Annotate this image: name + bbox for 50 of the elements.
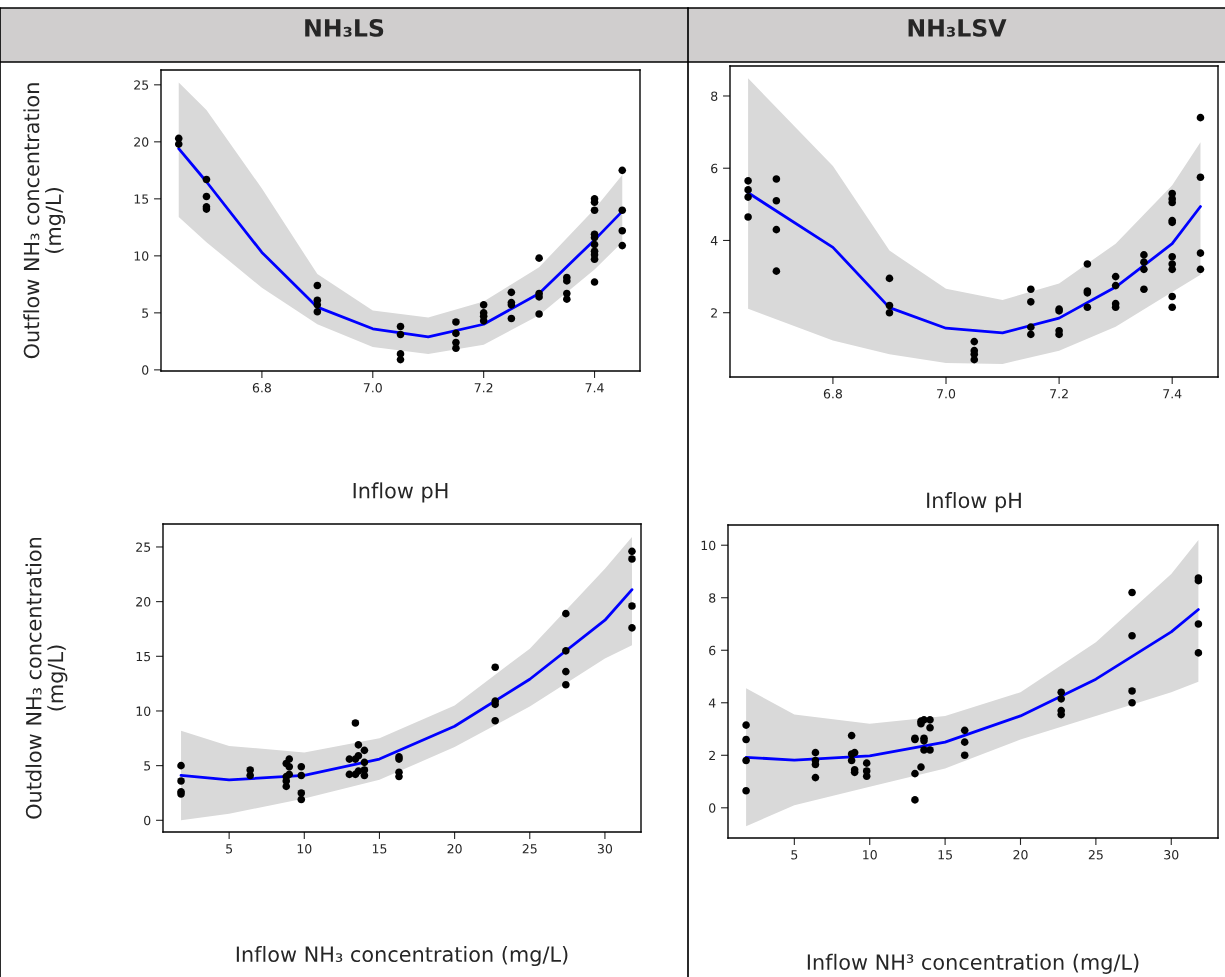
x-tick-label: 30 xyxy=(597,844,613,854)
x-tick-label: 15 xyxy=(938,850,952,860)
x-axis-title: Inflow pH xyxy=(927,492,1021,513)
y-axis-title: Outflow NH₃ concentration (mg/L) xyxy=(23,83,66,359)
x-tick-label: 5 xyxy=(226,844,233,854)
y-tick-label: 6 xyxy=(709,645,716,656)
y-tick-label: 25 xyxy=(134,80,149,90)
y-tick-label: 8 xyxy=(711,91,718,101)
x-tick-label: 20 xyxy=(1013,850,1028,860)
x-tick-label: 7.4 xyxy=(1163,389,1182,399)
x-tick-label: 15 xyxy=(372,844,387,854)
x-tick-label: 7.0 xyxy=(363,383,382,393)
y-tick-label: 2 xyxy=(711,308,717,318)
x-tick-label: 7.2 xyxy=(1050,389,1068,399)
y-tick-label: 10 xyxy=(136,706,151,716)
y-tick-label: 4 xyxy=(710,236,718,246)
y-tick-label: 8 xyxy=(709,593,716,603)
x-tick-label: 7.4 xyxy=(585,383,604,393)
y-tick-label: 4 xyxy=(708,698,716,708)
y-tick-label: 6 xyxy=(711,163,718,174)
y-tick-label: 10 xyxy=(134,251,149,261)
chart-title: NH₃LS xyxy=(305,18,384,37)
y-tick-label: 2 xyxy=(709,750,715,761)
y-tick-label: 5 xyxy=(142,308,149,318)
x-tick-label: 5 xyxy=(791,850,798,860)
y-axis-title: Outdlow NH₃ concentration (mg/L) xyxy=(25,537,68,819)
y-tick-label: 0 xyxy=(142,365,149,375)
y-tick-label: 0 xyxy=(709,803,716,813)
x-tick-label: 10 xyxy=(297,844,312,854)
x-axis-title: Inflow pH xyxy=(353,482,448,503)
x-tick-label: 6.8 xyxy=(252,383,271,393)
x-axis-title: Inflow NH₃ concentration (mg/L) xyxy=(236,945,568,967)
x-tick-label: 20 xyxy=(447,844,462,854)
chart-title: NH₃LSV xyxy=(908,18,1007,37)
y-tick-label: 20 xyxy=(134,137,149,147)
y-tick-label: 5 xyxy=(144,761,151,771)
x-tick-label: 7.0 xyxy=(937,389,956,399)
y-tick-label: 20 xyxy=(136,597,151,607)
x-tick-label: 25 xyxy=(522,844,537,854)
y-tick-label: 0 xyxy=(144,815,151,826)
x-axis-title: Inflow NH³ concentration (mg/L) xyxy=(807,953,1139,974)
x-tick-label: 7.2 xyxy=(474,383,493,393)
x-tick-label: 30 xyxy=(1164,850,1179,860)
x-tick-label: 10 xyxy=(863,850,877,860)
y-tick-label: 25 xyxy=(136,542,151,552)
y-tick-label: 15 xyxy=(136,651,151,662)
x-tick-label: 25 xyxy=(1088,850,1103,860)
y-tick-label: 15 xyxy=(134,194,149,204)
y-tick-label: 10 xyxy=(701,540,716,551)
x-tick-label: 6.8 xyxy=(823,389,842,399)
